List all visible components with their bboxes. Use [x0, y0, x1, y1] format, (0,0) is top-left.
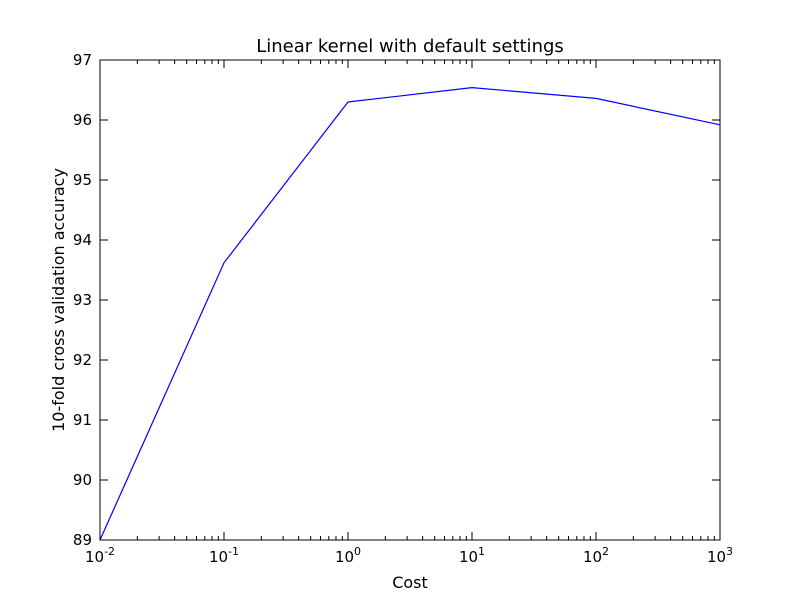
x-tick-label: 10-2	[85, 545, 115, 566]
plot-frame	[99, 59, 721, 541]
chart-title: Linear kernel with default settings	[256, 36, 564, 57]
series-line	[99, 86, 721, 541]
x-tick-label: 100	[335, 545, 361, 566]
y-tick-label: 92	[73, 351, 92, 369]
x-tick-labels: 10-2 10-1 100 101 102 103	[85, 545, 733, 566]
x-tick-label: 10-1	[209, 545, 239, 566]
x-axis-label: Cost	[392, 573, 428, 592]
y-tick-label: 96	[73, 111, 92, 129]
y-tick-label: 89	[73, 531, 92, 549]
y-ticks	[100, 59, 720, 541]
x-tick-label: 101	[459, 545, 485, 566]
y-tick-label: 90	[73, 471, 92, 489]
series-group	[99, 86, 721, 541]
y-tick-label: 94	[73, 231, 92, 249]
y-tick-label: 93	[73, 291, 92, 309]
y-tick-label: 95	[73, 171, 92, 189]
y-tick-label: 97	[73, 51, 92, 69]
y-tick-label: 91	[73, 411, 92, 429]
x-tick-label: 103	[707, 545, 733, 566]
x-ticks	[99, 60, 721, 540]
x-tick-label: 102	[583, 545, 609, 566]
y-tick-labels: 89 90 91 92 93 94 95 96 97	[73, 51, 92, 549]
y-axis-label: 10-fold cross validation accuracy	[49, 168, 68, 432]
